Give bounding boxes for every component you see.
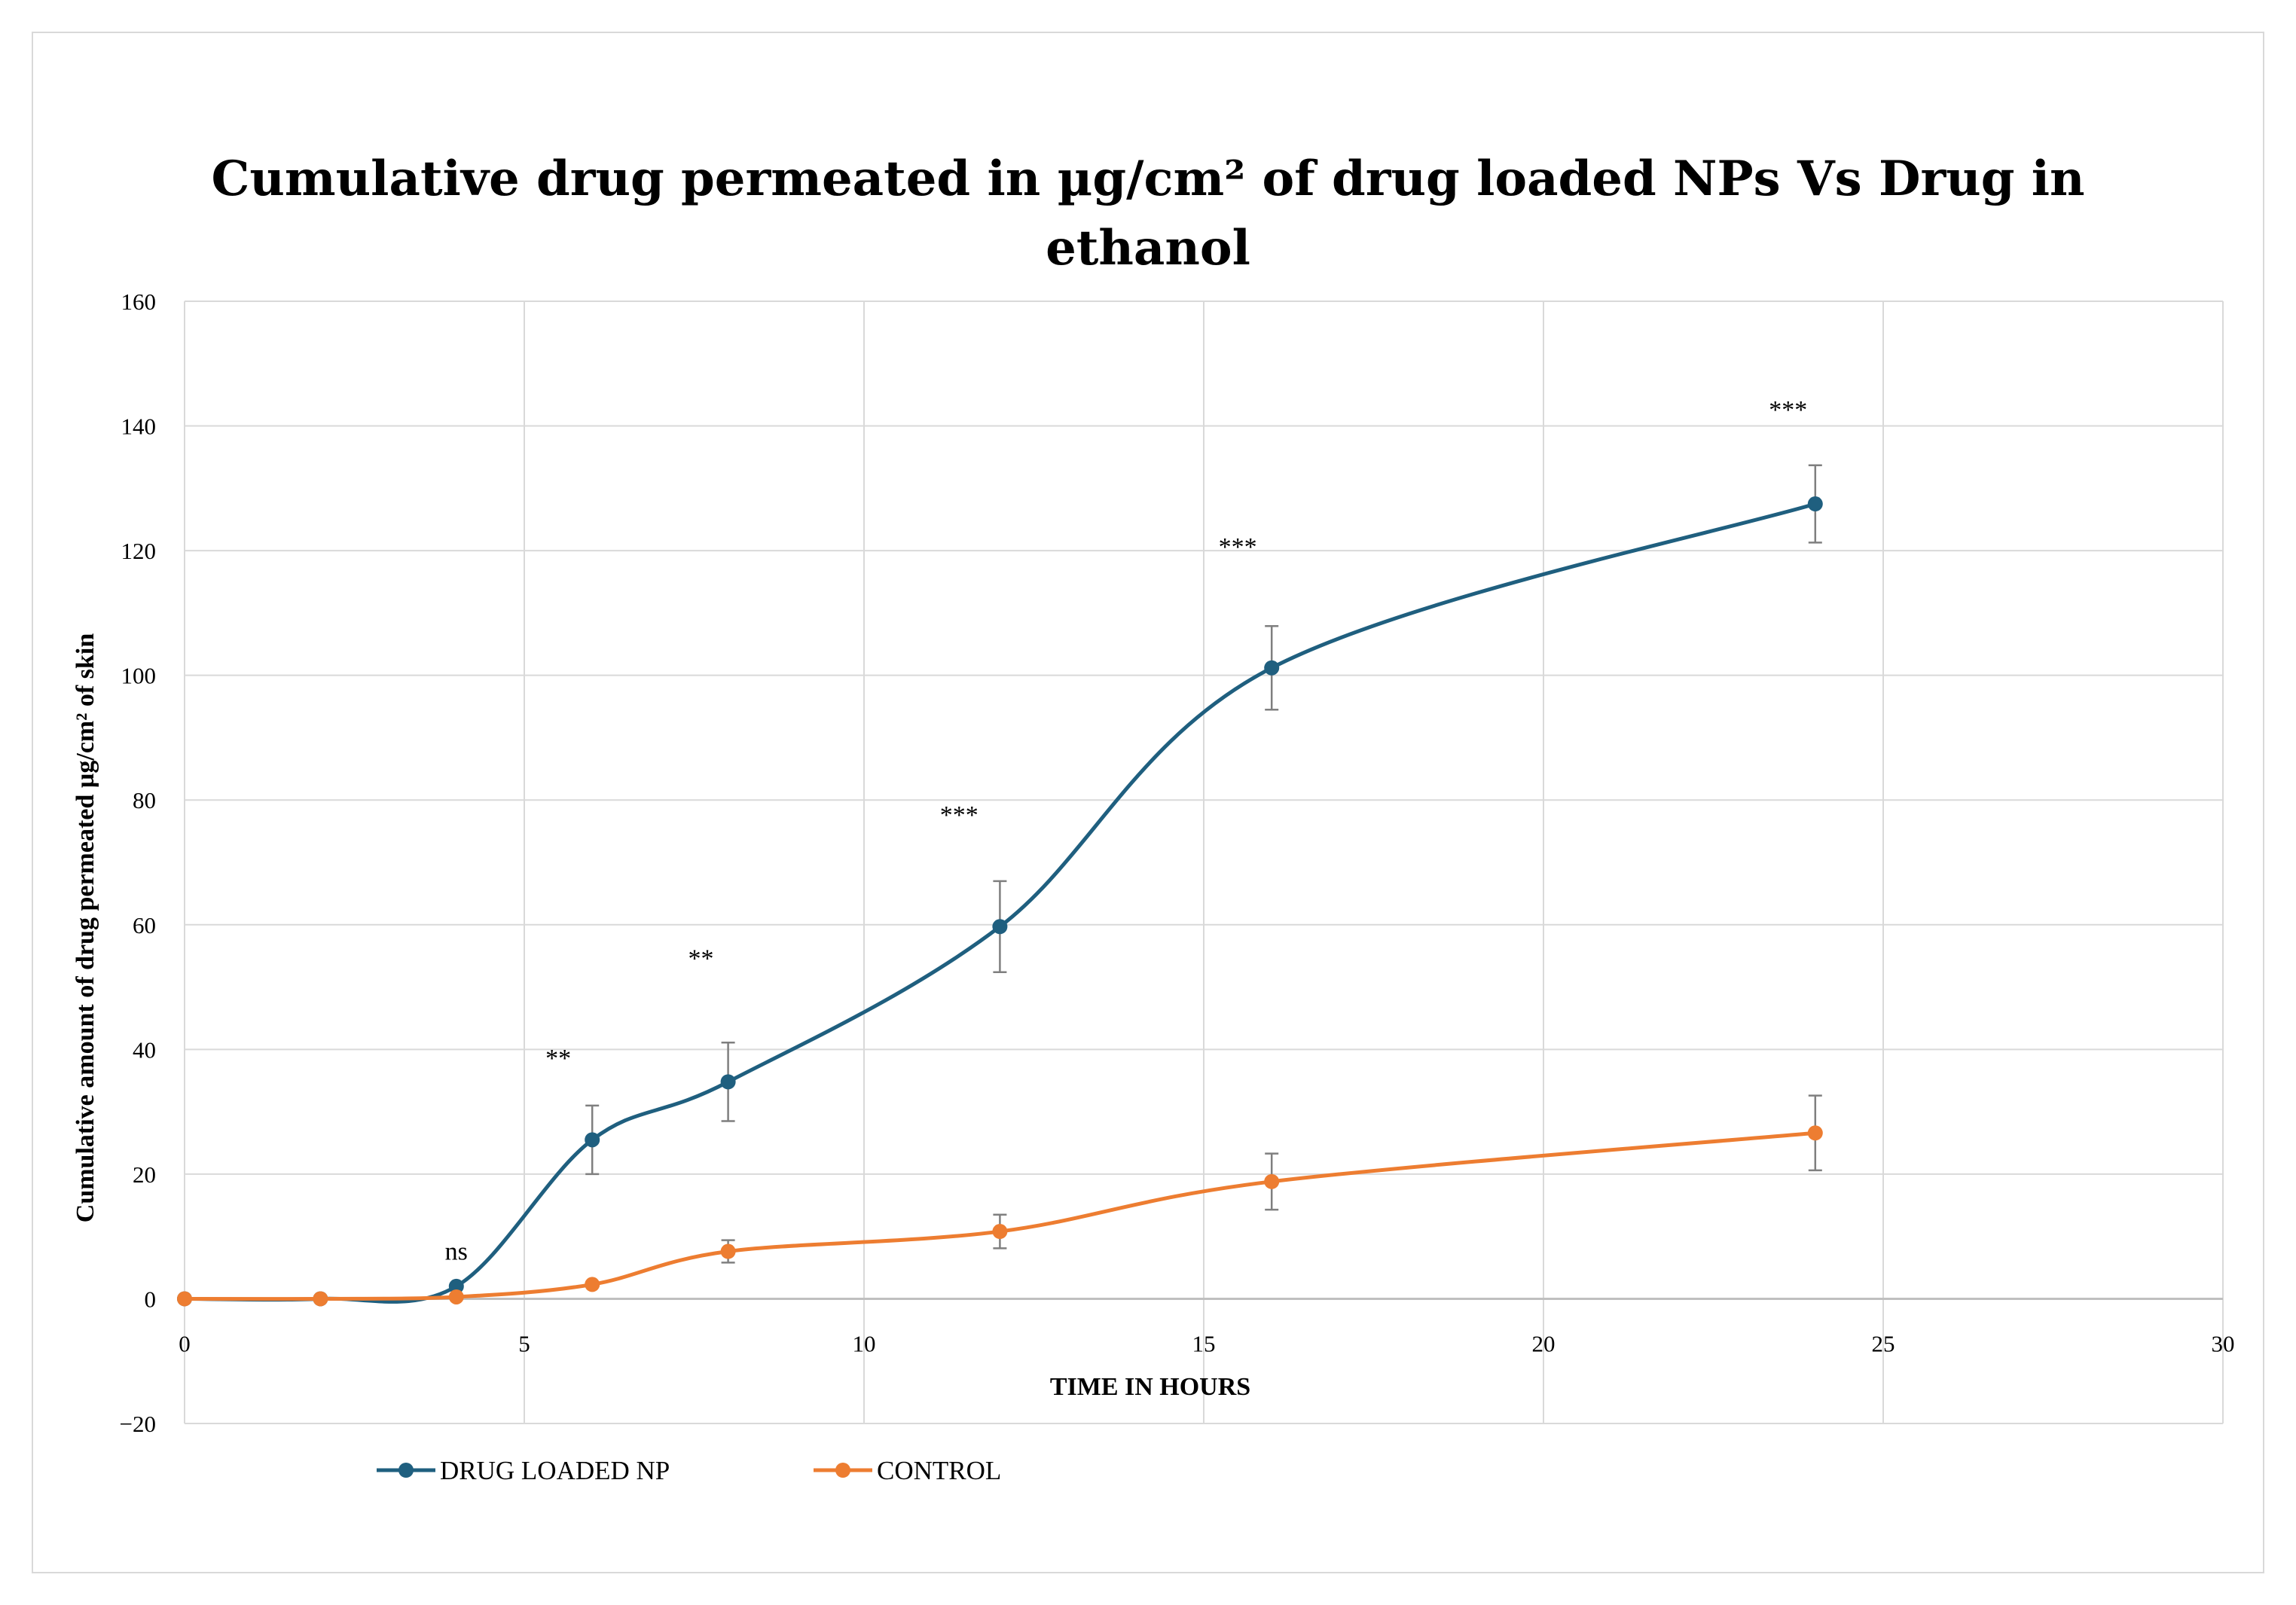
chart-title-line-2: ethanol [1046, 220, 1250, 276]
legend-label: DRUG LOADED NP [440, 1456, 670, 1485]
chart-frame [32, 32, 2264, 1573]
data-point [992, 1224, 1008, 1240]
grid [184, 301, 2224, 1424]
significance-label: *** [1769, 396, 1807, 424]
y-tick-label: 40 [133, 1036, 156, 1063]
y-axis-title: Cumulative amount of drug permeated µg/c… [72, 633, 99, 1223]
legend-marker [398, 1463, 414, 1478]
y-tick-label: 20 [133, 1161, 156, 1188]
x-tick-label: 20 [1532, 1330, 1556, 1356]
y-tick-label: 140 [121, 413, 157, 440]
y-tick-label: 120 [121, 538, 157, 564]
series-line-0 [184, 502, 1816, 1304]
data-point [720, 1243, 736, 1259]
data-point [1264, 1173, 1280, 1189]
x-axis-title: TIME IN HOURS [1050, 1373, 1250, 1401]
x-tick-label: 25 [1872, 1330, 1895, 1356]
data-point [313, 1291, 328, 1307]
y-tick-label: 0 [145, 1286, 157, 1312]
legend: DRUG LOADED NP CONTROL [377, 1456, 1001, 1485]
significance-label: *** [1219, 533, 1257, 561]
data-point [1264, 660, 1280, 676]
y-tick-label: −20 [120, 1411, 156, 1437]
y-tick-label: 80 [133, 787, 156, 813]
chart-title-line-1: Cumulative drug permeated in µg/cm² of d… [211, 151, 2085, 207]
y-tick-label: 100 [121, 663, 157, 689]
data-point [992, 919, 1008, 935]
data-point [585, 1277, 600, 1292]
y-tick-label: 160 [121, 288, 157, 315]
data-point [177, 1291, 192, 1307]
data-point [720, 1074, 736, 1090]
annotations: ns************* [445, 396, 1808, 1266]
series-line-1 [184, 1131, 1816, 1301]
data-point [448, 1289, 464, 1304]
x-tick-label: 0 [179, 1330, 191, 1356]
series [177, 464, 1823, 1307]
significance-label: ns [445, 1237, 468, 1265]
x-tick-label: 5 [518, 1330, 530, 1356]
significance-label: *** [940, 801, 979, 829]
significance-label: ** [545, 1045, 571, 1073]
data-point [585, 1132, 600, 1148]
data-point [1807, 1125, 1823, 1141]
axes: −20 0 20 40 60 80 100 120 140 160 0 5 10 15 20 25 30 [120, 288, 2235, 1437]
legend-marker [835, 1463, 850, 1478]
data-point [1807, 496, 1823, 512]
significance-label: ** [688, 944, 714, 972]
y-tick-label: 60 [133, 912, 156, 938]
x-tick-label: 15 [1192, 1330, 1216, 1356]
legend-label: CONTROL [877, 1456, 1001, 1485]
data-point [448, 1278, 464, 1294]
x-tick-label: 30 [2212, 1330, 2235, 1356]
x-tick-label: 10 [853, 1330, 876, 1356]
